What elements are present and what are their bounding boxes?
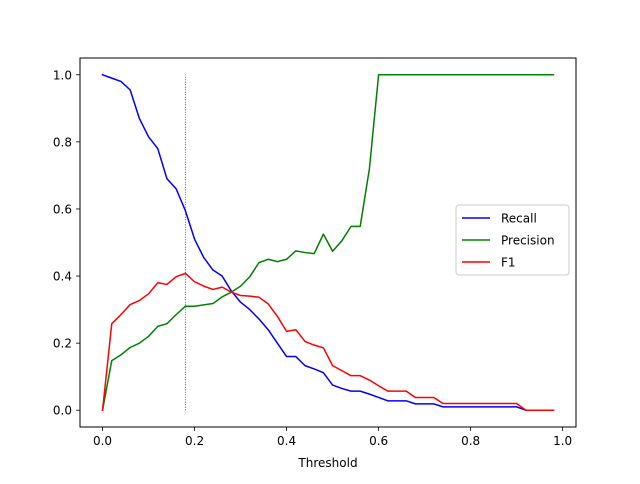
y-tick-label: 0.4 — [53, 270, 72, 284]
x-tick-label: 0.4 — [277, 434, 296, 448]
legend: Recall Precision F1 — [455, 204, 570, 276]
x-tick-label: 0.6 — [369, 434, 388, 448]
legend-label-f1: F1 — [501, 256, 516, 270]
series-line-recall — [101, 73, 555, 411]
legend-label-precision: Precision — [501, 234, 555, 248]
x-tick-label: 0.8 — [461, 434, 480, 448]
x-tick-label: 0.0 — [93, 434, 112, 448]
y-tick-label: 0.6 — [53, 202, 72, 216]
legend-frame — [455, 204, 570, 276]
y-tick-label: 0.8 — [53, 135, 72, 149]
x-tick-label: 0.2 — [185, 434, 204, 448]
ticks-layer: 0.0 0.2 0.4 0.6 0.8 1.0 0.0 0.2 0.4 0.6 0.8 1.0 — [53, 68, 572, 448]
series-line-f1 — [101, 272, 555, 412]
y-tick-label: 1.0 — [53, 68, 72, 82]
plot-area-frame — [79, 57, 577, 428]
series-line-precision — [101, 74, 555, 412]
x-tick-label: 1.0 — [553, 434, 572, 448]
plot-layer — [101, 73, 555, 412]
y-tick-label: 0.0 — [53, 404, 72, 418]
y-tick-label: 0.2 — [53, 337, 72, 351]
x-axis-label: Threshold — [297, 456, 357, 470]
legend-label-recall: Recall — [501, 212, 537, 226]
